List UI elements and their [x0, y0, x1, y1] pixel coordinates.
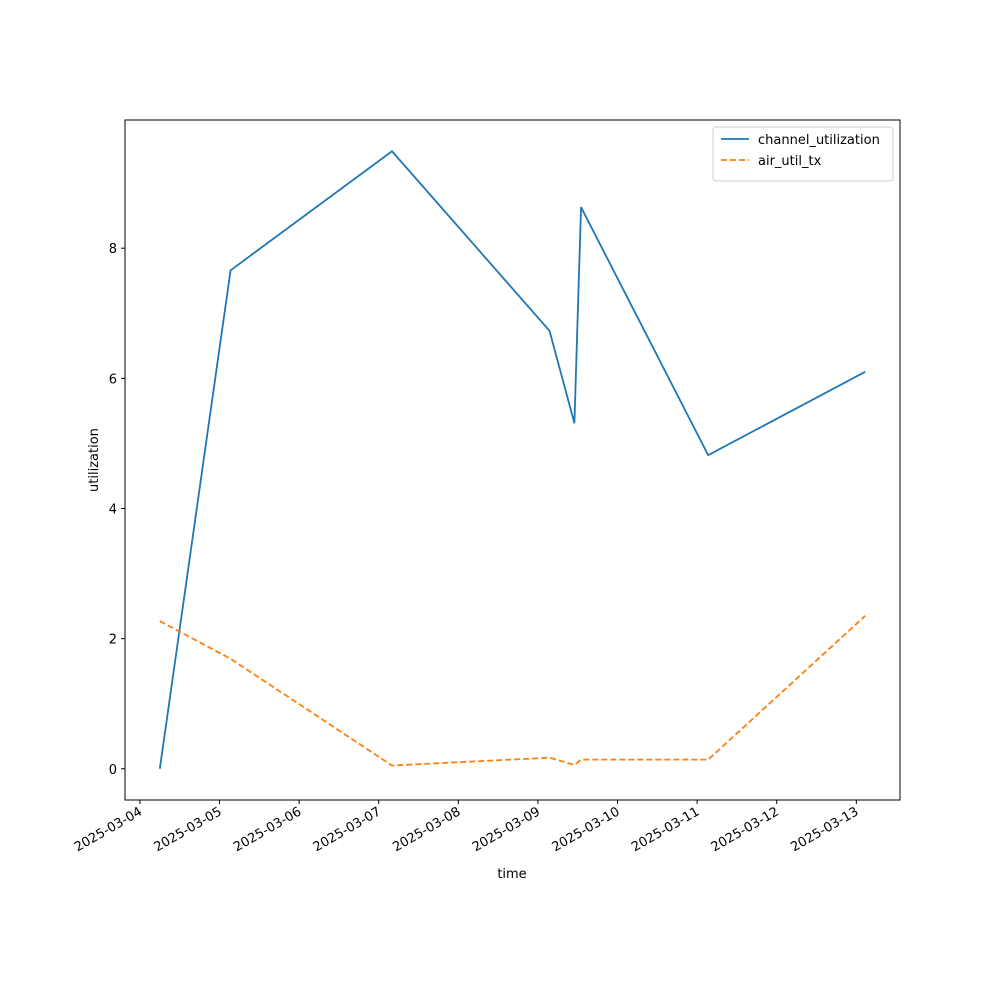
x-tick-label: 2025-03-06 [231, 804, 304, 855]
series-line [159, 615, 866, 767]
plot-frame [124, 119, 901, 801]
x-axis-label: time [497, 867, 526, 882]
x-tick-label: 2025-03-08 [390, 804, 463, 855]
series-line [158, 150, 866, 769]
legend-label: air_util_tx [758, 154, 822, 169]
y-tick-label: 0 [109, 763, 117, 778]
x-tick-label: 2025-03-05 [152, 804, 225, 855]
x-tick-label: 2025-03-13 [788, 804, 861, 855]
legend-box [712, 126, 894, 182]
x-tick-label: 2025-03-10 [550, 804, 623, 855]
x-tick-label: 2025-03-11 [629, 804, 702, 855]
y-tick-label: 4 [109, 502, 117, 517]
y-tick-label: 6 [109, 372, 117, 387]
legend-label: channel_utilization [758, 133, 880, 148]
x-tick-label: 2025-03-09 [470, 804, 543, 855]
x-tick-label: 2025-03-12 [709, 804, 782, 855]
x-tick-label: 2025-03-07 [311, 804, 384, 855]
y-axis-label: utilization [87, 428, 102, 492]
y-tick-label: 8 [109, 242, 117, 257]
x-tick-label: 2025-03-04 [72, 804, 145, 855]
y-tick-label: 2 [109, 633, 117, 648]
